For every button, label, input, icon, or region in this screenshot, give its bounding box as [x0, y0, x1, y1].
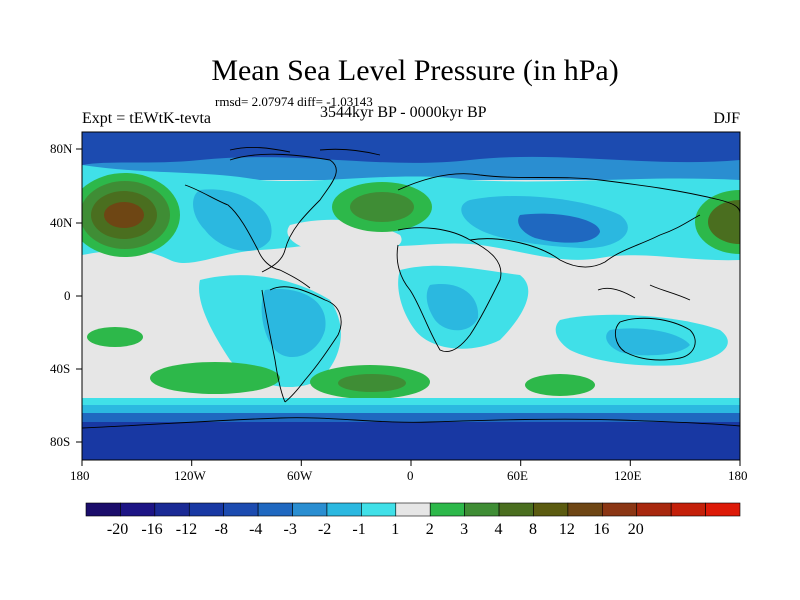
stats-text: rmsd= 2.07974 diff= -1.03143: [215, 94, 373, 109]
colorbar-label: -16: [141, 521, 163, 538]
field-south-positive-3: [525, 374, 595, 396]
coast-greenland: [229, 146, 381, 156]
coast-north-america-west: [184, 184, 311, 289]
colorbar-swatch: [498, 502, 534, 517]
colorbar-swatch: [636, 502, 672, 517]
coast-antarctica: [82, 417, 740, 429]
colorbar-swatch: [188, 502, 224, 517]
lon-label-0: 0: [407, 468, 414, 483]
coast-indonesia: [597, 284, 691, 301]
colorbar-label: -4: [249, 521, 263, 538]
colorbar-label: 12: [558, 521, 575, 538]
colorbar-label: 3: [460, 521, 469, 538]
colorbar-swatch: [154, 502, 190, 517]
colorbar-swatch: [464, 502, 500, 517]
field-asia-strong: [518, 213, 600, 243]
lat-label-0: 0: [64, 288, 71, 303]
colorbar-label: -3: [283, 521, 297, 538]
field-antarctic-strong: [82, 422, 740, 460]
lon-label-120w: 120W: [174, 468, 206, 483]
colorbar-swatch: [395, 502, 431, 517]
colorbar-swatch: [429, 502, 465, 517]
coast-south-america: [269, 286, 342, 403]
lon-label-120e: 120E: [614, 468, 642, 483]
period-label: 3544kyr BP - 0000kyr BP: [320, 104, 487, 121]
colorbar-swatch: [120, 502, 156, 517]
lat-label-40s: 40S: [50, 361, 71, 376]
colorbar-label: -2: [317, 521, 332, 538]
colorbar-swatch: [257, 502, 293, 517]
colorbar-swatch: [223, 502, 259, 517]
coast-asia-south: [469, 214, 701, 268]
lon-label-60w: 60W: [287, 468, 313, 483]
colorbar: [85, 502, 741, 517]
colorbar-label: -20: [106, 521, 129, 538]
field-south-positive-1: [150, 362, 280, 394]
colorbar-swatch: [292, 502, 328, 517]
colorbar-swatch: [567, 502, 603, 517]
colorbar-label: -12: [175, 521, 198, 538]
experiment-label: Expt = tEWtK-tevta: [82, 110, 211, 127]
colorbar-label: 20: [627, 521, 644, 538]
colorbar-label: -1: [352, 521, 366, 538]
lon-label-60e: 60E: [507, 468, 528, 483]
coast-australia: [614, 317, 696, 361]
lat-label-40n: 40N: [50, 215, 73, 230]
colorbar-label: 16: [593, 521, 610, 538]
colorbar-swatch: [602, 502, 638, 517]
axis-ticks: [76, 148, 741, 466]
coast-north-america-east: [229, 153, 337, 273]
field-na-negative: [193, 189, 272, 251]
colorbar-swatch: [361, 502, 397, 517]
coastlines: [82, 146, 740, 429]
coast-africa: [396, 227, 502, 353]
colorbar-swatch: [533, 502, 569, 517]
season-label: DJF: [713, 110, 740, 127]
coast-eurasia-north: [397, 173, 740, 216]
lon-label-180e: 180: [728, 468, 748, 483]
colorbar-swatch: [705, 502, 741, 517]
colorbar-swatch: [670, 502, 706, 517]
colorbar-label: -8: [214, 521, 228, 538]
colorbar-label: 1: [391, 521, 400, 538]
map-title: Mean Sea Level Pressure (in hPa): [211, 54, 619, 87]
colorbar-swatch: [326, 502, 362, 517]
field-arctic-strong: [82, 132, 740, 165]
field-spac-positive: [87, 327, 143, 347]
colorbar-label: 4: [494, 521, 503, 538]
lat-label-80s: 80S: [50, 434, 71, 449]
colorbar-label: 2: [425, 521, 434, 538]
pressure-field: [82, 132, 740, 460]
lon-label-180w: 180: [70, 468, 90, 483]
lat-label-80n: 80N: [50, 141, 73, 156]
colorbar-label: 8: [528, 521, 537, 538]
colorbar-swatch: [85, 502, 121, 517]
